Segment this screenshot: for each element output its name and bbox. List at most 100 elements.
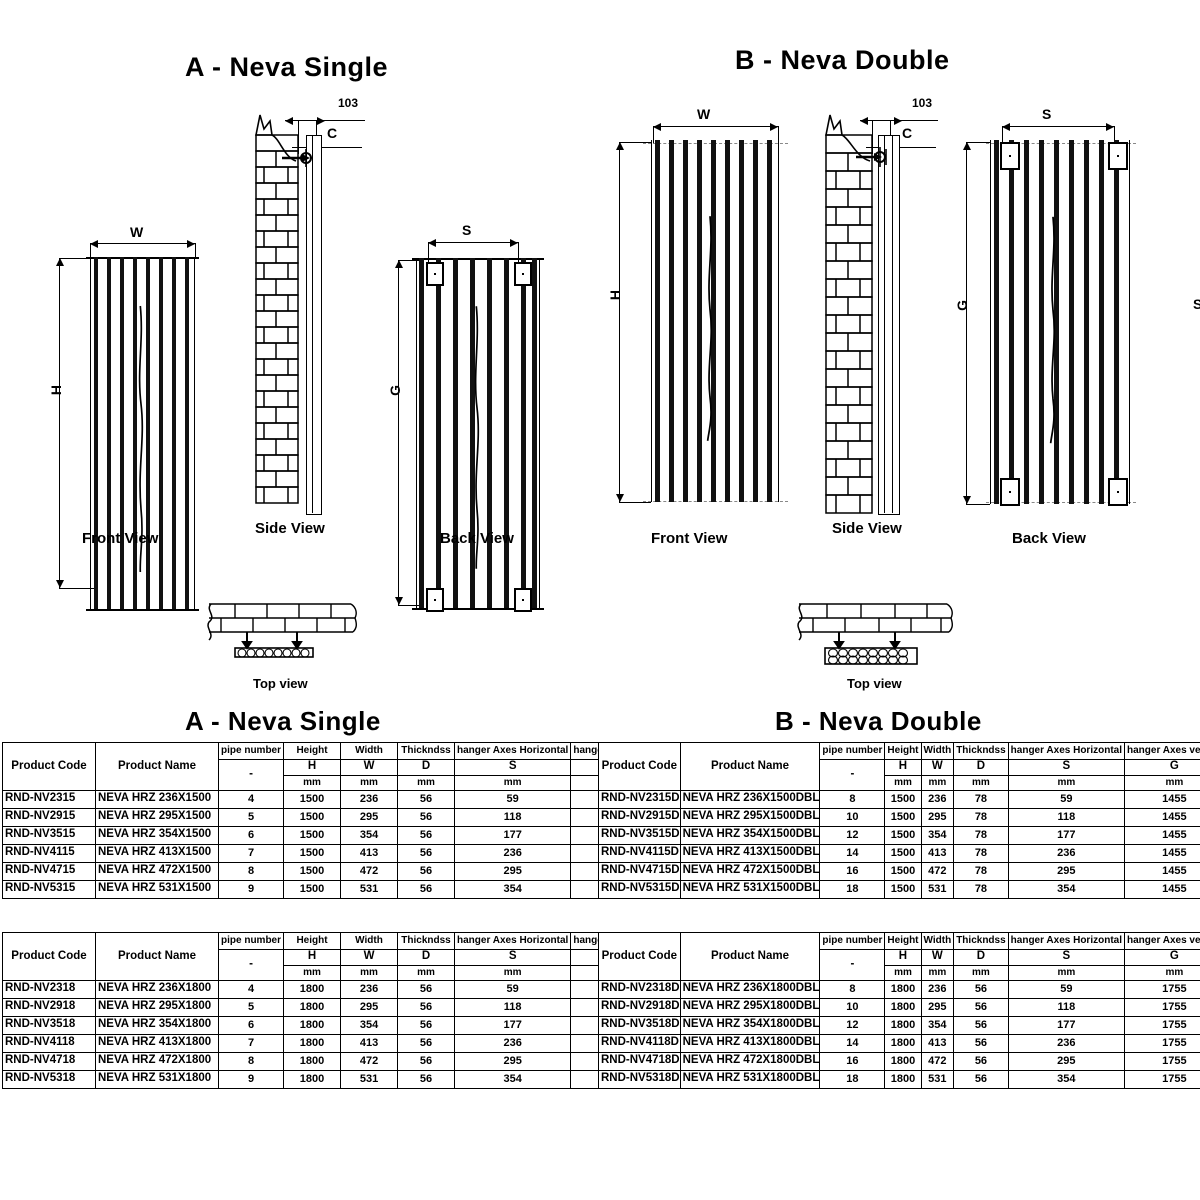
header-hanger-axes-horizontal: hanger Axes Horizontal [454,932,572,950]
drawing-a-back-view: S G Back View [387,110,580,612]
cell-s: 354 [454,1069,572,1089]
cell-product-name: NEVA HRZ 472X1500 [95,861,219,881]
cell-product-name: NEVA HRZ 295X1500DBL [679,807,821,827]
dim-tick [778,126,779,144]
radiator-pipe [725,140,730,502]
radiator-pipe [655,140,660,502]
header-pipe-number: pipe number [217,742,285,760]
cell-h: 1800 [283,1069,342,1089]
cell-product-code: RND-NV4115D [598,843,681,863]
drawing-a-side-view: 103 C [250,95,400,537]
dim-tick [619,142,651,143]
cell-h: 1500 [884,807,922,827]
cell-pipes: 6 [217,825,285,845]
dim-tick [428,242,429,264]
view-label-top-b: Top view [847,676,902,691]
cell-h: 1500 [283,861,342,881]
unit-h: mm [884,964,922,981]
cell-h: 1800 [283,979,342,999]
table-row: RND-NV4715D NEVA HRZ 472X1500DBL 16 1500 472… [598,861,1200,881]
radiator-frame [90,257,195,609]
radiator-pipe [683,140,688,502]
dim-line-s-a-back [428,239,518,247]
radiator-pipe [697,140,702,502]
table-row: RND-NV2918D NEVA HRZ 295X1800DBL 10 1800 295… [598,997,1200,1017]
drawing-b-side-view: 103 C [820,95,980,537]
cell-h: 1800 [884,979,922,999]
top-view-svg-b [797,603,954,665]
cell-h: 1800 [283,1015,342,1035]
cell-product-name: NEVA HRZ 413X1800DBL [679,1033,821,1053]
cell-w: 236 [340,979,399,999]
radiator-pipe [470,258,475,608]
radiator-pipe [1054,140,1059,504]
cell-d: 56 [397,825,456,845]
symbol-s: S [454,758,572,776]
radiator-side-inner-line [892,135,893,513]
cell-h: 1800 [884,997,922,1017]
cell-pipes: 4 [217,979,285,999]
cell-h: 1500 [283,879,342,899]
unit-h: mm [283,774,342,791]
cell-w: 413 [340,1033,399,1053]
brick-wall-side-b [820,113,873,514]
spec-table-b-1800: Product Code Product Name pipe number He… [598,932,1200,1089]
dim-label-c-b: C [902,125,913,141]
radiator-pipe [1114,140,1119,504]
cell-product-code: RND-NV2315D [598,789,681,809]
cell-w: 413 [340,843,399,863]
hanger-bracket [1108,142,1128,170]
dim-line-h-b-front [616,142,624,502]
cell-product-name: NEVA HRZ 413X1500 [95,843,219,863]
unit-s: mm [454,964,572,981]
spec-table-b-1500: Product Code Product Name pipe number He… [598,742,1200,899]
cell-product-name: NEVA HRZ 472X1500DBL [679,861,821,881]
brick-wall-svg [825,114,873,514]
symbol-w: W [920,758,955,776]
header-height: Height [884,932,922,950]
dim-ext-line [292,147,362,148]
cell-g: 1455 [1124,789,1200,809]
cell-g: 1755 [1124,997,1200,1017]
cell-g: 1755 [1124,979,1200,999]
cell-d: 78 [953,807,1009,827]
cell-d: 78 [953,789,1009,809]
radiator-pipe [1069,140,1074,504]
radiator-front-a [86,257,199,611]
cell-product-name: NEVA HRZ 236X1500DBL [679,789,821,809]
radiator-pipe [753,140,758,502]
cell-product-code: RND-NV4115 [2,843,96,863]
radiator-pipe [669,140,674,502]
cell-d: 56 [953,1033,1009,1053]
radiator-top-cap [86,257,199,259]
table-row: RND-NV2318D NEVA HRZ 236X1800DBL 8 1800 236 5… [598,979,1200,999]
cell-h: 1500 [884,861,922,881]
dim-ext-line [285,120,365,121]
unit-g: mm [1124,964,1200,981]
cell-product-code: RND-NV4718D [598,1051,681,1071]
symbol-pipe: - [819,948,886,981]
radiator-pipe [767,140,772,502]
dim-label-w-b-front: W [697,106,711,122]
radiator-pipe [94,257,98,609]
cell-h: 1500 [884,789,922,809]
symbol-pipe: - [819,758,886,791]
cell-w: 472 [340,1051,399,1071]
radiator-pipe [133,257,137,609]
dim-tick [59,258,95,259]
cell-product-code: RND-NV2918D [598,997,681,1017]
symbol-s: S [454,948,572,966]
radiator-pipe [453,258,458,608]
cell-g: 1455 [1124,825,1200,845]
radiator-pipe [739,140,744,502]
cell-d: 78 [953,843,1009,863]
cell-g: 1455 [1124,861,1200,881]
cell-h: 1500 [884,879,922,899]
radiator-pipe [159,257,163,609]
radiator-side-profile-b [878,135,900,515]
dim-line-s-b-back [1002,123,1114,131]
section-title-b: B - Neva Double [735,45,950,75]
cell-product-code: RND-NV5318D [598,1069,681,1089]
header-width: Width [340,742,399,760]
